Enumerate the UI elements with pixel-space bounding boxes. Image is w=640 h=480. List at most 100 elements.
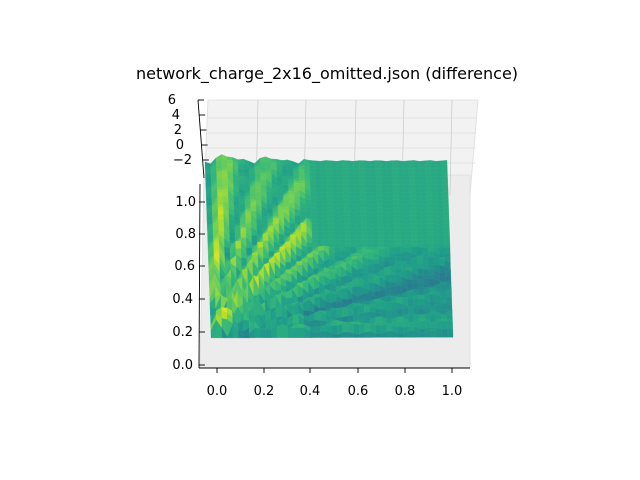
x-tick-label: 0.8	[395, 384, 416, 399]
surface-cell	[366, 235, 373, 241]
surface-cell	[326, 168, 333, 173]
surface-cell	[331, 172, 338, 178]
surface-cell	[441, 314, 448, 319]
surface-cell	[376, 183, 383, 189]
surface-cell	[254, 327, 261, 338]
surface-cell	[343, 179, 349, 185]
surface-cell	[366, 223, 373, 229]
y-tick-label: 0.0	[172, 358, 193, 373]
surface-cell	[437, 203, 444, 209]
surface-cell	[427, 223, 433, 228]
surface-cell	[362, 266, 369, 274]
surface-cell	[332, 195, 339, 201]
surface-cell	[422, 239, 429, 245]
surface-cell	[421, 211, 428, 217]
surface-cell	[424, 160, 431, 165]
surface-cell	[435, 160, 442, 166]
surface-cell	[326, 183, 333, 189]
surface-cell	[328, 230, 335, 236]
surface-cell	[437, 211, 444, 217]
surface-cell	[309, 175, 316, 181]
surface-cell	[408, 320, 415, 323]
surface-cell	[436, 192, 443, 197]
surface-cell	[295, 231, 302, 236]
surface-cell	[441, 332, 448, 338]
surface-cell	[443, 231, 450, 236]
surface-cell	[369, 311, 376, 319]
surface-cell	[386, 331, 393, 338]
surface-cell	[436, 176, 443, 182]
z-tick-label: 4	[172, 108, 180, 123]
gridline	[449, 99, 453, 196]
surface-cell	[403, 184, 410, 189]
surface-cell	[377, 227, 384, 232]
surface-cell	[229, 227, 236, 233]
surface-cell	[390, 274, 397, 284]
surface-cell	[327, 207, 334, 213]
surface-cell	[265, 320, 272, 329]
surface-cell	[344, 231, 351, 236]
surface-cell	[436, 184, 443, 189]
tick-marks	[198, 99, 453, 373]
surface-cell	[439, 275, 446, 281]
surface-cell	[404, 211, 411, 217]
surface-cell	[421, 231, 428, 237]
surface-cell	[367, 252, 374, 261]
surface-cell	[418, 289, 425, 295]
surface-cell	[292, 314, 299, 324]
surface-cell	[394, 227, 401, 232]
surface-cell	[420, 195, 427, 201]
z-axis-line	[197, 99, 205, 179]
surface-cell	[350, 243, 357, 248]
surface-cell	[426, 195, 433, 201]
surface-cell	[224, 247, 231, 254]
surface-cell	[341, 288, 348, 300]
surface-cell	[316, 219, 323, 225]
surface-cell	[333, 211, 340, 217]
surface-cell	[311, 227, 318, 232]
surface-cell	[310, 207, 317, 213]
surface-cell	[361, 238, 368, 244]
surface-cell	[282, 323, 289, 338]
surface-cell	[376, 207, 383, 212]
surface-cell	[441, 168, 448, 173]
surface-cell	[437, 219, 444, 225]
surface-cell	[309, 171, 316, 177]
surface-cell	[394, 238, 401, 244]
surface-cell	[276, 323, 283, 338]
surface-cell	[447, 330, 454, 338]
surface-cell	[359, 176, 366, 181]
surface-cell	[310, 187, 317, 193]
surface-cell	[344, 234, 351, 240]
surface-cell	[393, 219, 400, 224]
y-tick-label: 0.2	[172, 325, 193, 340]
surface-cell	[376, 191, 383, 197]
surface-cell	[320, 331, 327, 338]
surface-cell	[317, 227, 324, 233]
surface-cell	[361, 235, 368, 240]
surface-cell	[392, 187, 399, 193]
x-tick-label: 1.0	[442, 384, 463, 399]
surface-cell	[344, 223, 351, 228]
surface-cell	[243, 169, 250, 174]
surface-cell	[346, 281, 353, 288]
surface-cell	[409, 183, 416, 189]
surface-cell	[360, 199, 367, 205]
surface-cell	[314, 164, 321, 170]
surface-cell	[376, 203, 383, 208]
surface-cell	[419, 328, 426, 334]
surface-cell	[333, 227, 340, 233]
surface-cell	[422, 243, 429, 249]
surface-cell	[310, 199, 317, 205]
surface-cell	[342, 172, 349, 177]
surface-cell	[347, 164, 354, 170]
surface-cell	[408, 314, 415, 321]
surface-cell	[404, 207, 411, 213]
surface-cell	[350, 223, 356, 229]
surface-cell	[444, 243, 451, 249]
surface-cell	[315, 188, 322, 193]
x-tick-label: 0.2	[254, 384, 275, 399]
surface-cell	[441, 320, 448, 330]
surface-cell	[327, 219, 334, 224]
surface-cell	[409, 207, 416, 212]
